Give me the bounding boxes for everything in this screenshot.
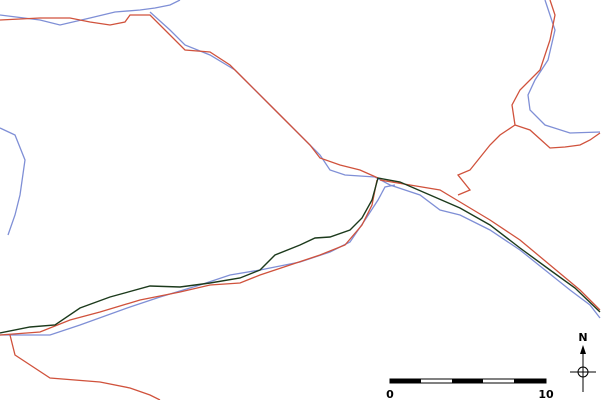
- route: [0, 14, 379, 179]
- scale-bar: 0 10: [386, 378, 554, 400]
- route: [514, 124, 601, 149]
- route: [0, 0, 181, 26]
- scale-segment: [390, 379, 421, 383]
- north-arrow: N: [570, 331, 596, 392]
- scale-label: 0: [386, 388, 394, 400]
- route: [527, 0, 601, 134]
- route: [379, 179, 601, 311]
- route: [0, 127, 26, 236]
- arrow-head: [580, 345, 586, 354]
- route: [0, 179, 378, 336]
- arrow-circle: [577, 366, 589, 378]
- scale-segment: [452, 379, 483, 383]
- route: [9, 334, 161, 400]
- north-label: N: [578, 331, 587, 344]
- scale-label: 10: [538, 388, 554, 400]
- scale-segment: [514, 379, 546, 383]
- route: [0, 177, 601, 334]
